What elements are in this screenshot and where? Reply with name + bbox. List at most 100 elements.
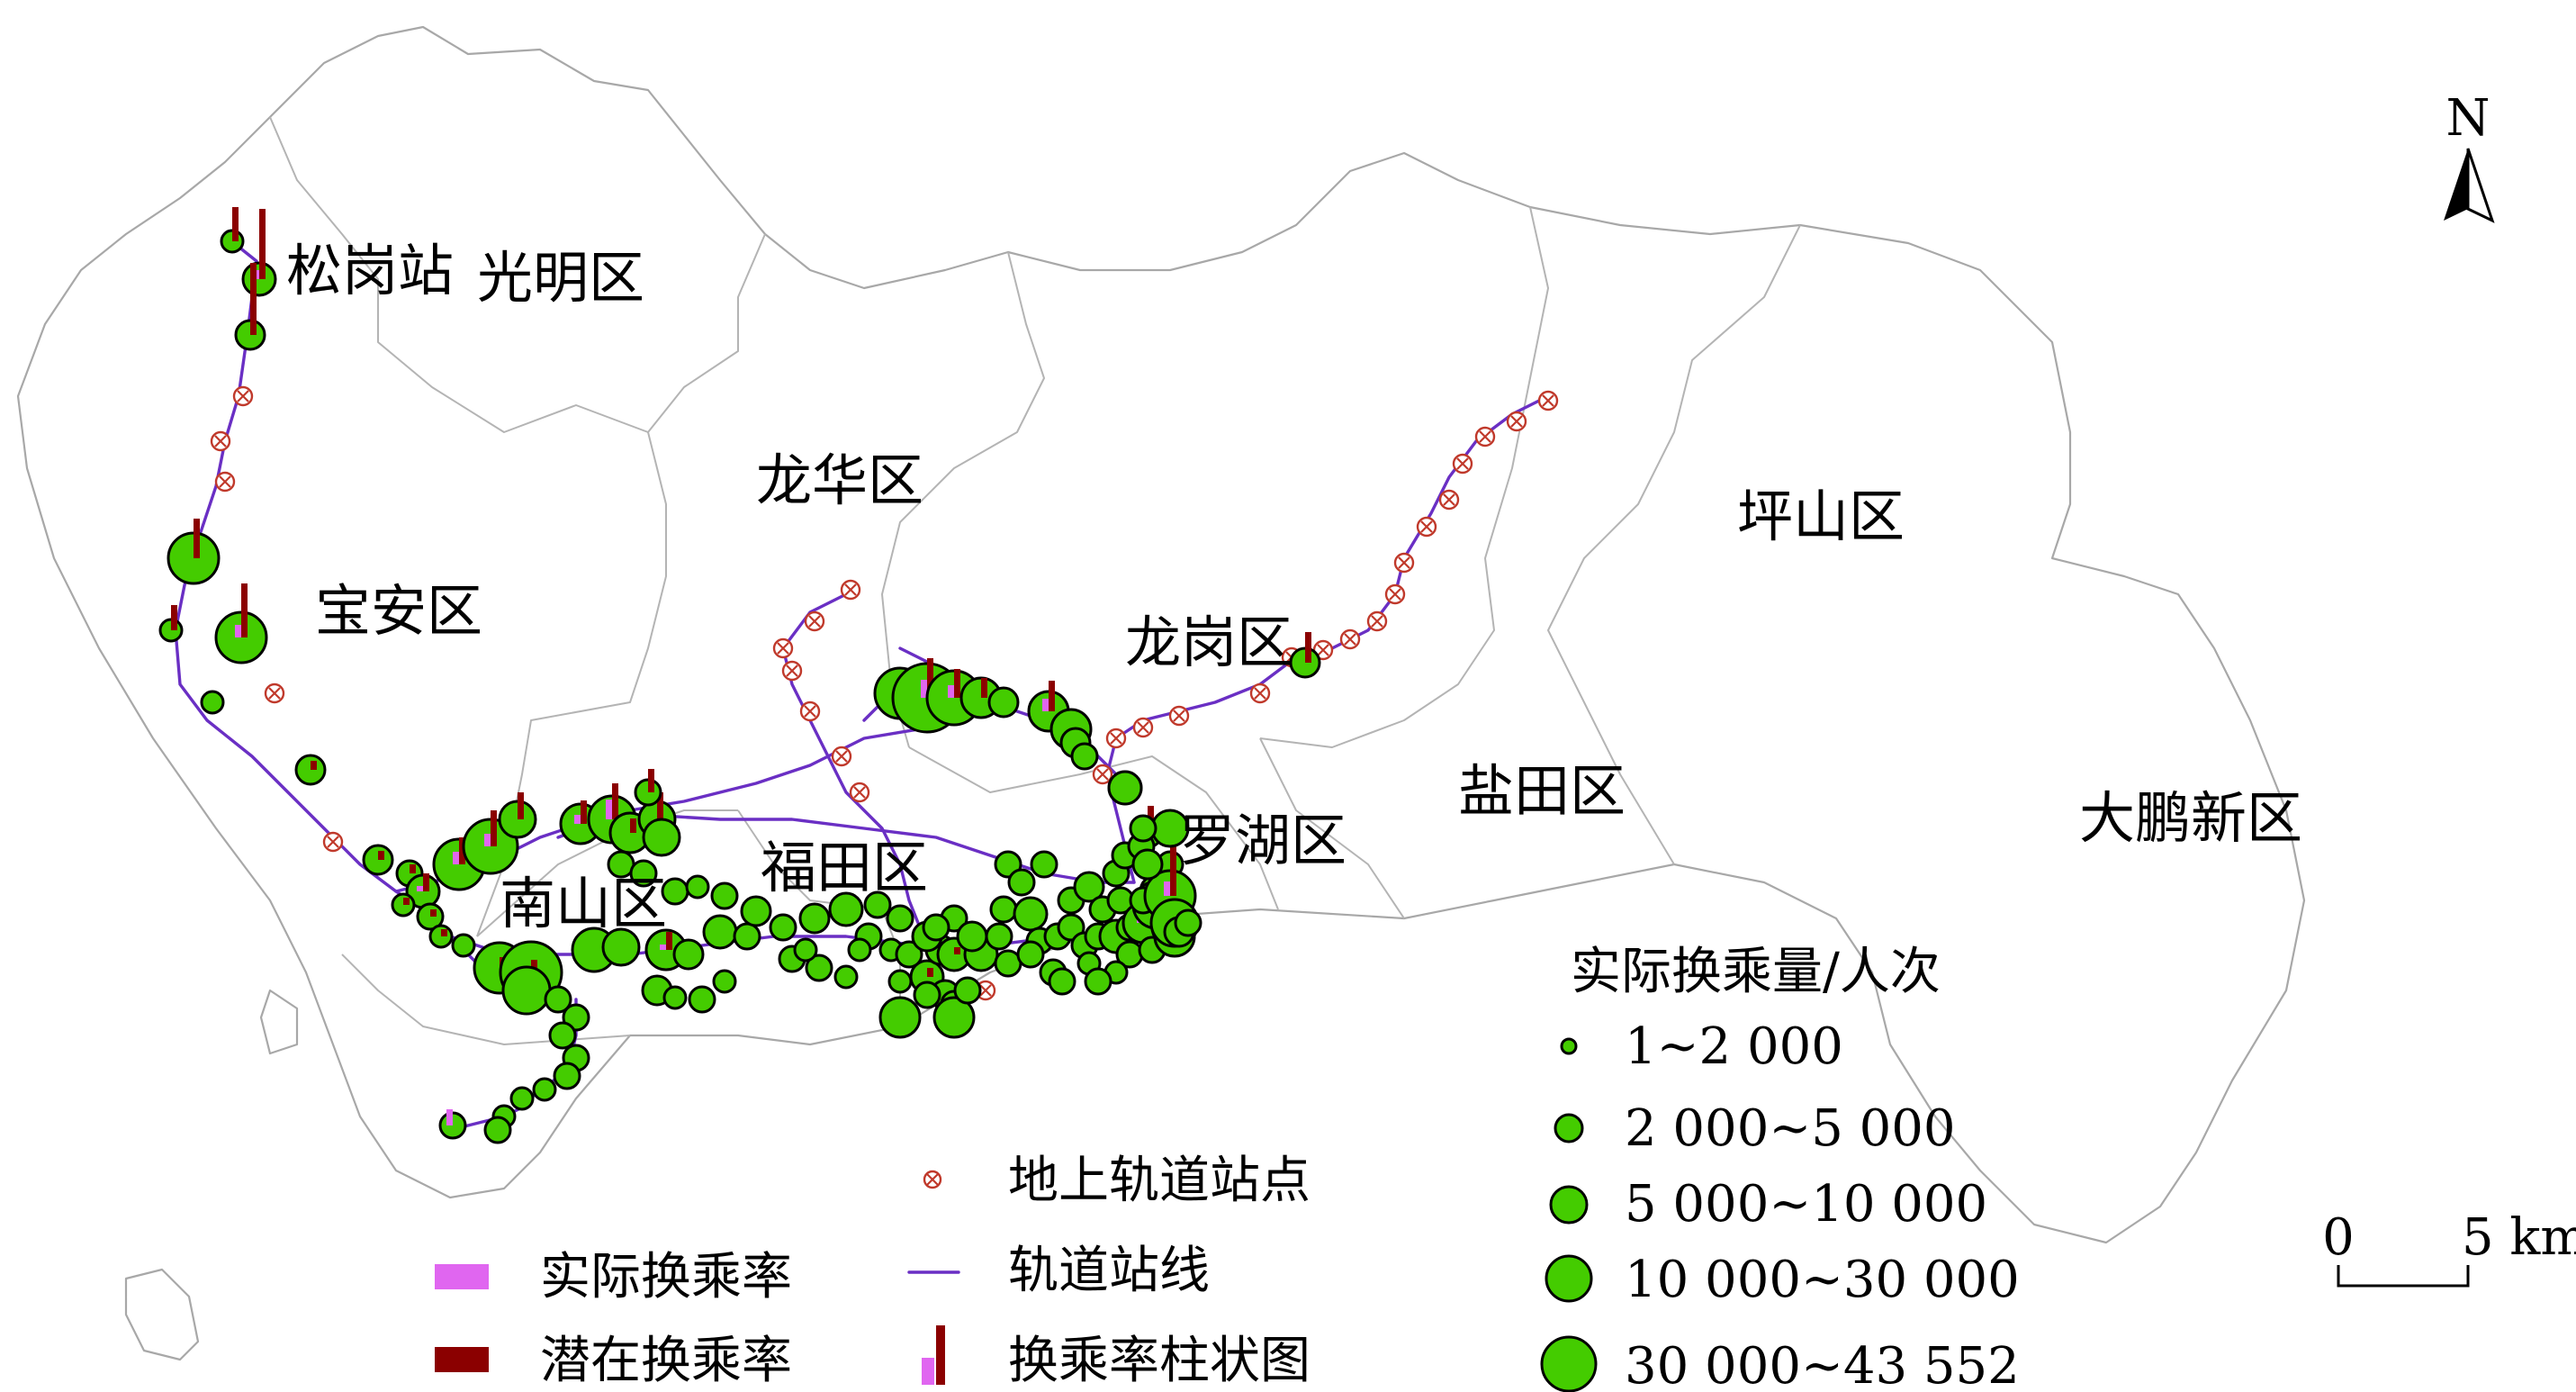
boundary-luohu — [908, 746, 1279, 910]
transfer-station-8 — [294, 754, 327, 786]
transfer-station-18 — [451, 933, 476, 958]
transfer-station-40 — [702, 914, 738, 950]
potential-rate-bar — [1170, 846, 1176, 864]
boundary-longhua-longgang — [881, 251, 1045, 748]
above-station-5 — [322, 831, 344, 853]
above-station-10 — [799, 701, 821, 722]
north-label: N — [2446, 89, 2490, 148]
potential-rate-bar — [491, 810, 497, 846]
potential-rate-bar — [1049, 681, 1055, 711]
potential-rate-bar — [581, 800, 587, 824]
potential-rate-bar — [232, 207, 239, 241]
transfer-station-50 — [886, 904, 914, 933]
above-station-19 — [1393, 552, 1415, 574]
legend-above-station-label: 地上轨道站点 — [1008, 1152, 1311, 1210]
boundary-bay — [341, 954, 631, 1045]
transfer-station-51 — [793, 937, 818, 963]
potential-rate-bar — [666, 932, 672, 950]
above-station-6 — [840, 579, 861, 601]
potential-rate-bar — [430, 909, 437, 917]
boundary-longgang-pingshan — [1259, 206, 1549, 748]
transfer-station-83 — [1073, 871, 1105, 903]
legend-volume-circle-5 — [1540, 1335, 1598, 1392]
transfer-station-30 — [685, 874, 710, 899]
transfer-station-121 — [1129, 814, 1157, 843]
legend-volume-title: 实际换乘量/人次 — [1571, 943, 1941, 1001]
scale-bar-line — [2337, 1265, 2470, 1288]
above-station-20 — [1384, 583, 1406, 605]
actual-rate-bar — [453, 852, 459, 864]
above-station-26 — [1168, 705, 1190, 727]
transfer-station-14 — [428, 924, 454, 949]
above-station-21 — [1366, 610, 1388, 632]
transfer-station-41 — [733, 922, 761, 951]
potential-rate-bar — [518, 792, 524, 819]
label-songgang-station: 松岗站 — [286, 238, 454, 303]
transfer-station-119 — [1070, 742, 1099, 771]
transfer-station-122 — [1289, 632, 1321, 679]
legend-rail-line-label: 轨道站线 — [1008, 1242, 1210, 1300]
transfer-station-42 — [740, 895, 772, 927]
potential-rate-bar — [410, 864, 416, 873]
transfer-station-38 — [688, 985, 716, 1014]
potential-rate-bar — [531, 960, 537, 972]
legend-volume: 实际换乘量/人次 1~2 000 2 000~5 000 5 000~10 00… — [1540, 943, 2020, 1392]
transfer-station-108 — [1131, 848, 1164, 881]
boundary-pingshan-dapeng — [1547, 224, 1801, 865]
potential-rate-bar — [954, 669, 960, 698]
above-station-13 — [1537, 390, 1559, 411]
scale-start: 0 — [2322, 1208, 2355, 1267]
scale-bar: 0 5 km — [2322, 1208, 2576, 1288]
boundary-guangming — [269, 116, 766, 433]
transfer-station-70 — [985, 922, 1013, 951]
above-station-11 — [831, 746, 852, 767]
label-luohu: 罗湖区 — [1179, 808, 1347, 873]
transfer-station-53 — [847, 937, 872, 963]
actual-rate-bar — [484, 834, 491, 846]
transfer-station-13 — [416, 902, 445, 931]
above-station-27 — [1132, 717, 1154, 738]
transfer-station-26 — [634, 769, 662, 807]
above-station-8 — [772, 637, 794, 659]
transfer-station-31 — [710, 881, 739, 910]
actual-rate-bar — [574, 815, 581, 824]
legend-potential-swatch — [435, 1347, 489, 1372]
label-futian: 福田区 — [761, 835, 928, 900]
actual-rate-bar — [660, 945, 666, 950]
north-arrow-left-icon — [2444, 149, 2468, 221]
transfer-station-134 — [509, 1086, 535, 1111]
north-arrow-right-icon — [2466, 148, 2495, 223]
transfer-station-137 — [483, 1116, 512, 1144]
actual-rate-bar — [235, 625, 241, 637]
label-nanshan: 南山区 — [500, 871, 667, 936]
legend-potential-label: 潜在换乘率 — [540, 1332, 792, 1390]
potential-rate-bar — [241, 583, 248, 637]
potential-rate-bar — [441, 929, 447, 936]
transfer-station-55 — [887, 969, 913, 994]
above-station-4 — [264, 682, 285, 704]
transfer-station-39 — [712, 969, 737, 994]
label-guangming: 光明区 — [477, 245, 644, 311]
label-pingshan: 坪山区 — [1737, 484, 1905, 549]
legend-above-station-icon — [923, 1170, 942, 1189]
transfer-station-3 — [234, 263, 266, 351]
potential-rate-bar — [612, 783, 618, 819]
transfer-station-33 — [601, 927, 641, 967]
transfer-station-56 — [895, 940, 923, 969]
above-station-2 — [210, 430, 231, 452]
scale-end: 5 km — [2462, 1208, 2576, 1267]
actual-rate-bar — [1042, 699, 1049, 711]
potential-rate-bar — [954, 947, 960, 954]
legend-actual-swatch — [435, 1264, 489, 1289]
potential-rate-bar — [630, 818, 636, 833]
transfer-station-47 — [828, 891, 864, 927]
transfer-station-128 — [544, 985, 572, 1014]
potential-rate-bar — [378, 851, 384, 860]
legend-actual-label: 实际换乘率 — [540, 1248, 792, 1306]
legend-volume-circle-2 — [1554, 1113, 1584, 1143]
transfer-station-5 — [158, 605, 184, 643]
legend-bar-chart-actual-icon — [922, 1358, 934, 1385]
transfer-station-9 — [362, 844, 394, 876]
above-station-14 — [1506, 411, 1527, 432]
